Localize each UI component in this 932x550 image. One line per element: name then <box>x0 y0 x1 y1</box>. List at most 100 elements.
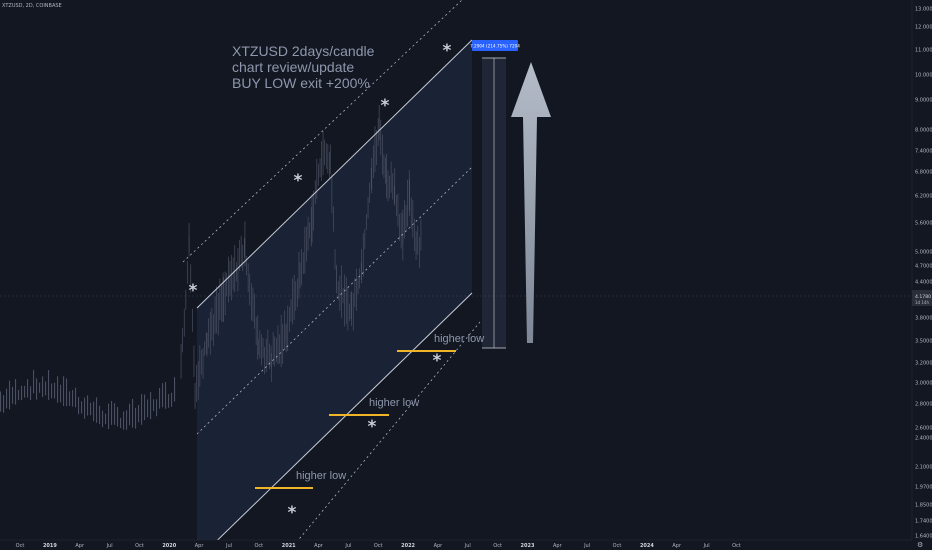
candle <box>69 391 71 406</box>
candle <box>244 238 245 258</box>
candle <box>199 345 201 387</box>
candle <box>329 151 330 180</box>
candle <box>219 278 221 320</box>
candle <box>362 233 364 277</box>
candle <box>282 323 284 364</box>
candle <box>214 296 216 334</box>
candle <box>192 308 193 332</box>
asterisk-icon: * <box>294 171 303 191</box>
candle <box>261 334 262 366</box>
candle <box>387 170 389 202</box>
candle <box>356 268 357 311</box>
candle <box>383 154 385 178</box>
candle <box>27 379 29 398</box>
candle <box>197 361 199 400</box>
candle <box>190 264 192 293</box>
price-axis[interactable] <box>912 0 932 550</box>
higher-low-label-3: higher low <box>434 333 484 345</box>
candle <box>345 277 347 325</box>
candle <box>60 384 62 403</box>
x-tick-label: 2021 <box>282 543 296 549</box>
candle <box>63 376 65 406</box>
candle <box>385 157 386 184</box>
x-tick-label: Jul <box>583 543 590 549</box>
candle <box>24 385 26 398</box>
candle <box>42 376 44 398</box>
candle <box>409 179 410 216</box>
candle <box>319 158 321 178</box>
y-tick-label: 3.2000 <box>915 361 932 367</box>
candle <box>180 343 182 379</box>
candle <box>162 383 164 408</box>
current-price-value: 4.1780 <box>915 294 931 300</box>
y-tick-label: 4.4000 <box>915 280 932 286</box>
candle <box>394 185 395 206</box>
asterisk-icon: * <box>443 41 452 61</box>
candle <box>360 262 362 280</box>
candle <box>193 345 195 377</box>
candle <box>331 174 333 214</box>
y-tick-label: 10.0000 <box>915 73 932 79</box>
candle <box>299 262 301 289</box>
candle <box>249 273 251 306</box>
y-tick-label: 2.6000 <box>915 426 932 432</box>
candle <box>9 380 11 410</box>
candle <box>202 348 204 379</box>
candle <box>371 157 373 194</box>
candle <box>366 214 367 230</box>
asterisk-icon: * <box>189 281 198 301</box>
candle <box>295 281 297 311</box>
candle <box>242 244 244 272</box>
candle <box>347 286 349 331</box>
candle <box>269 343 270 370</box>
candle <box>247 263 249 293</box>
candle <box>272 332 274 365</box>
candle <box>213 314 214 347</box>
candle <box>18 389 20 401</box>
x-tick-label: Apr <box>314 543 324 549</box>
candle <box>135 407 137 429</box>
y-tick-label: 12.0000 <box>915 25 932 31</box>
candle <box>12 386 14 404</box>
candle <box>138 405 140 423</box>
candle <box>352 292 354 331</box>
y-tick-label: 3.8000 <box>915 316 932 322</box>
candle <box>188 236 190 253</box>
candle <box>205 332 207 354</box>
candle <box>292 278 293 325</box>
settings-gear-icon[interactable]: ⚙ <box>917 541 923 549</box>
x-tick-label: Jul <box>225 543 232 549</box>
candle <box>267 329 269 365</box>
asterisk-markers: * * * * * * * <box>189 41 452 523</box>
y-tick-label: 5.0000 <box>915 250 932 256</box>
candle <box>329 144 331 174</box>
time-axis[interactable] <box>0 540 912 550</box>
candle <box>208 318 209 348</box>
candle <box>311 194 313 243</box>
y-tick-label: 1.6400 <box>915 534 932 540</box>
candle <box>87 395 89 416</box>
candle <box>274 336 276 367</box>
candle <box>168 394 170 408</box>
candle <box>232 257 234 290</box>
time-axis-ticks: Oct 2019 Apr Jul Oct 2020 Apr Jul Oct 2021 Apr Jul O… <box>16 543 741 549</box>
candle <box>262 338 264 358</box>
candle <box>153 399 155 412</box>
candle <box>415 231 417 254</box>
candle <box>156 399 158 417</box>
candle <box>412 200 414 238</box>
candle <box>39 382 41 393</box>
candle <box>223 277 224 323</box>
y-tick-label: 7.4000 <box>915 149 932 155</box>
candle <box>21 385 23 401</box>
candle <box>265 338 267 373</box>
candle <box>361 249 362 284</box>
candles-layer <box>0 104 422 430</box>
higher-low-label-2: higher low <box>369 397 419 409</box>
x-tick-label: Apr <box>553 543 563 549</box>
candle <box>174 377 176 402</box>
y-tick-label: 4.7000 <box>915 264 932 270</box>
x-tick-label: 2020 <box>162 543 176 549</box>
candle <box>257 315 259 360</box>
